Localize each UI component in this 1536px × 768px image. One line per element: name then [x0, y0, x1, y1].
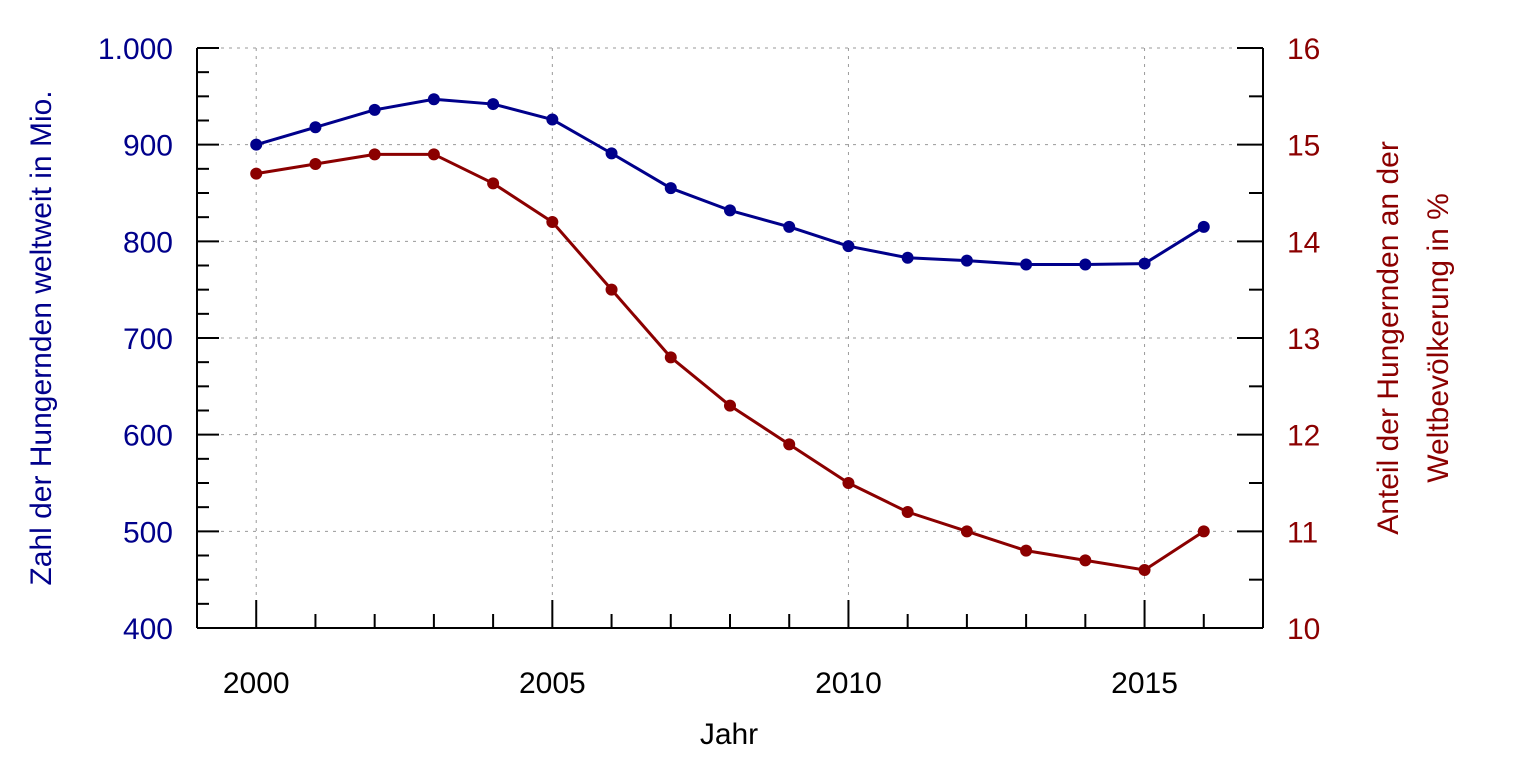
data-point [250, 167, 263, 180]
data-point [1020, 258, 1033, 271]
data-point [1079, 554, 1092, 567]
y-right-tick-label: 16 [1287, 33, 1320, 66]
y-axis-label-right: Anteil der Hungernden an der Weltbevölke… [1372, 141, 1455, 535]
data-point [724, 204, 736, 217]
data-point [1197, 525, 1210, 538]
y-right-tick-label: 12 [1287, 420, 1320, 453]
x-tick-label: 2015 [1111, 667, 1178, 700]
data-point [1079, 258, 1092, 271]
y-right-tick-label: 10 [1287, 613, 1320, 646]
grid [197, 47, 1263, 628]
y-axis-label-right-line-1: Anteil der Hungernden an der [1372, 141, 1405, 535]
data-point [1138, 564, 1151, 576]
data-point [664, 182, 677, 195]
data-point [546, 216, 559, 228]
y-right-tick-label: 15 [1287, 130, 1320, 163]
x-tick-label: 2005 [519, 667, 586, 700]
tick-labels: 400 500 600 700 800 900 1.000 10 11 12 13 14 15 16 200… [98, 33, 1320, 700]
series-line [255, 152, 1205, 572]
data-point [309, 121, 322, 134]
data-point [309, 158, 322, 170]
series [250, 93, 1210, 576]
axes [196, 47, 1264, 629]
data-point [842, 477, 855, 489]
series-share-percent [250, 148, 1210, 576]
series-count-millions [250, 93, 1210, 271]
data-point [724, 399, 736, 412]
y-left-tick-label: 600 [123, 420, 173, 453]
y-axis-label-right-line-2: Weltbevölkerung in % [1422, 193, 1455, 483]
y-left-tick-label: 500 [123, 516, 173, 549]
x-tick-label: 2010 [815, 667, 882, 700]
data-point [427, 93, 440, 106]
data-point [605, 283, 618, 296]
data-point [368, 103, 381, 116]
data-point [783, 438, 796, 451]
data-point [783, 220, 796, 233]
y-left-tick-label: 700 [123, 323, 173, 356]
data-point [250, 138, 263, 151]
data-point [1197, 220, 1210, 233]
y-right-tick-label: 11 [1287, 516, 1318, 549]
data-point [901, 251, 914, 264]
data-point [546, 113, 559, 126]
x-tick-label: 2000 [223, 667, 290, 700]
y-left-tick-label: 800 [123, 226, 173, 259]
y-right-tick-label: 13 [1287, 323, 1320, 356]
x-axis-label: Jahr [700, 718, 758, 751]
data-point [368, 148, 381, 161]
data-point [1138, 257, 1151, 270]
data-point [960, 525, 973, 538]
data-point [664, 351, 677, 364]
data-point [901, 506, 914, 518]
series-line [255, 97, 1205, 267]
y-axis-label-left: Zahl der Hungernden weltweit in Mio. [25, 90, 58, 585]
data-point [487, 98, 500, 111]
y-left-tick-label: 400 [123, 613, 173, 646]
data-point [842, 240, 855, 253]
data-point [1020, 544, 1033, 557]
y-right-tick-label: 14 [1287, 226, 1320, 259]
y-left-tick-label: 900 [123, 130, 173, 163]
y-left-tick-label: 1.000 [98, 33, 173, 66]
data-point [427, 148, 440, 161]
data-point [487, 177, 500, 190]
data-point [605, 147, 618, 160]
data-point [960, 254, 973, 267]
